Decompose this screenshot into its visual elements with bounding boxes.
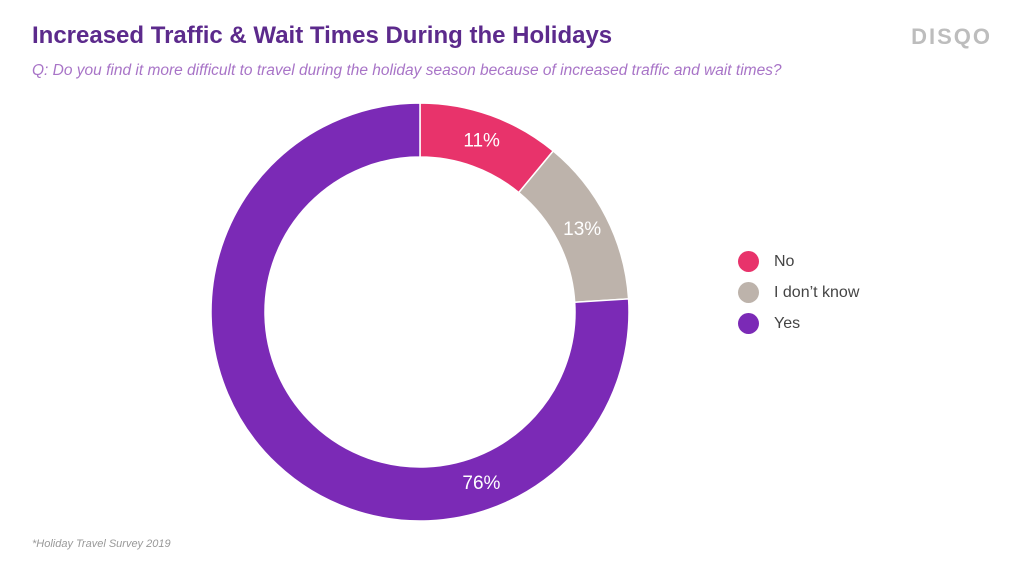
legend-item-no: No xyxy=(738,246,859,277)
donut-data-label-1: 13% xyxy=(563,219,601,240)
donut-slice-2 xyxy=(210,102,630,522)
legend-label-no: No xyxy=(774,252,795,270)
legend-label-dont-know: I don’t know xyxy=(774,283,860,301)
chart-legend: No I don’t know Yes xyxy=(738,246,859,339)
donut-data-labels: 11% 13% 76% xyxy=(462,130,601,494)
donut-slices xyxy=(210,102,630,522)
legend-item-yes: Yes xyxy=(738,308,859,339)
legend-swatch-no xyxy=(738,251,759,272)
donut-data-label-2: 76% xyxy=(462,473,500,494)
legend-item-dont-know: I don’t know xyxy=(738,277,859,308)
legend-swatch-yes xyxy=(738,313,759,334)
chart-title: Increased Traffic & Wait Times During th… xyxy=(32,22,613,49)
brand-logo: DISQO xyxy=(911,24,992,49)
footnote: *Holiday Travel Survey 2019 xyxy=(32,538,171,550)
donut-data-label-0: 11% xyxy=(463,130,500,151)
legend-swatch-dont-know xyxy=(738,282,759,303)
legend-label-yes: Yes xyxy=(774,314,801,332)
chart-subtitle: Q: Do you find it more difficult to trav… xyxy=(32,62,782,79)
